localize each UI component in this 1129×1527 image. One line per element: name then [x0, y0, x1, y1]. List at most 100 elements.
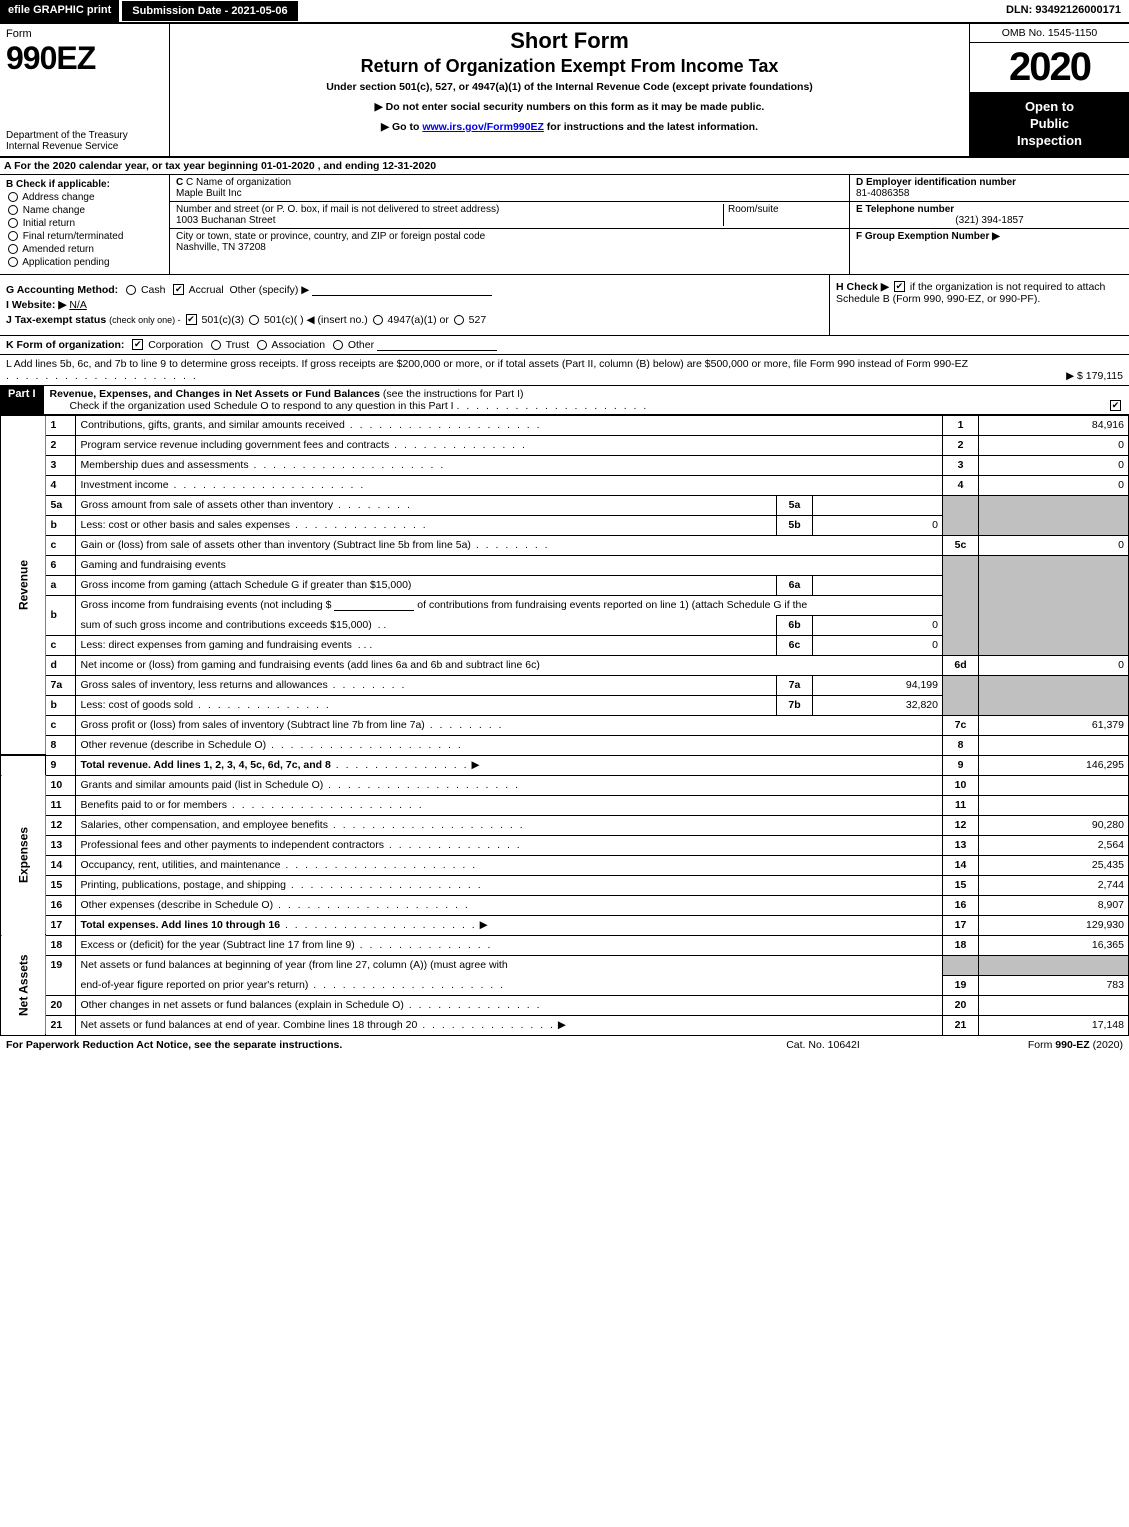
form-subtitle: Return of Organization Exempt From Incom…: [178, 56, 961, 77]
efile-print-button[interactable]: efile GRAPHIC print: [0, 0, 119, 22]
r1-desc: Contributions, gifts, grants, and simila…: [76, 415, 943, 435]
r18-val: 16,365: [979, 935, 1129, 955]
cb-schedule-o[interactable]: ✔: [1110, 400, 1121, 411]
cb-501c3[interactable]: ✔: [186, 314, 197, 325]
other-specify-input[interactable]: [312, 284, 492, 296]
row-10: Expenses 10 Grants and similar amounts p…: [1, 775, 1129, 795]
city-state-zip: Nashville, TN 37208: [176, 242, 485, 253]
l-amount: ▶ $ 179,115: [1066, 370, 1123, 382]
r6d-num: d: [46, 655, 76, 675]
section-def: D Employer identification number 81-4086…: [849, 175, 1129, 274]
contrib-amount-input[interactable]: [334, 599, 414, 611]
row-13: 13 Professional fees and other payments …: [1, 835, 1129, 855]
line-l: L Add lines 5b, 6c, and 7b to line 9 to …: [0, 355, 1129, 386]
cb-application-pending[interactable]: Application pending: [6, 257, 163, 268]
r5c-val: 0: [979, 535, 1129, 555]
cb-final-return[interactable]: Final return/terminated: [6, 231, 163, 242]
r7b-in: 7b: [777, 695, 813, 715]
r6b-in: 6b: [777, 615, 813, 635]
group-exemption-row: F Group Exemption Number ▶: [850, 229, 1129, 244]
cat-no: Cat. No. 10642I: [723, 1039, 923, 1051]
r19-num: 19: [46, 955, 76, 975]
topbar: efile GRAPHIC print Submission Date - 20…: [0, 0, 1129, 24]
k-other: Other: [348, 339, 374, 351]
r15-num: 15: [46, 875, 76, 895]
r12-cn: 12: [943, 815, 979, 835]
r8-val: [979, 735, 1129, 755]
section-b-label: B Check if applicable:: [6, 179, 163, 190]
row-17: 17 Total expenses. Add lines 10 through …: [1, 915, 1129, 935]
cb-initial-return[interactable]: Initial return: [6, 218, 163, 229]
opt-name-change: Name change: [23, 205, 85, 216]
cb-cash[interactable]: [126, 285, 136, 295]
r6a-iv: [813, 575, 943, 595]
r5c-desc: Gain or (loss) from sale of assets other…: [76, 535, 943, 555]
grey-5v: [979, 495, 1129, 535]
r6d-val: 0: [979, 655, 1129, 675]
dept-line1: Department of the Treasury: [6, 130, 163, 141]
r19-desc1: Net assets or fund balances at beginning…: [76, 955, 943, 975]
open-line1: Open to: [974, 99, 1125, 116]
instructions-link-line: ▶ Go to www.irs.gov/Form990EZ for instru…: [178, 121, 961, 133]
row-15: 15 Printing, publications, postage, and …: [1, 875, 1129, 895]
cb-assoc[interactable]: [257, 340, 267, 350]
r19-num2: [46, 975, 76, 995]
k-assoc: Association: [271, 339, 325, 351]
r7c-num: c: [46, 715, 76, 735]
form-title: Short Form: [178, 28, 961, 54]
r13-cn: 13: [943, 835, 979, 855]
r6a-desc: Gross income from gaming (attach Schedul…: [76, 575, 777, 595]
r18-num: 18: [46, 935, 76, 955]
entity-info-block: B Check if applicable: Address change Na…: [0, 175, 1129, 275]
r7a-iv: 94,199: [813, 675, 943, 695]
l-dots: [6, 370, 198, 382]
cb-527[interactable]: [454, 315, 464, 325]
addr-label: Number and street (or P. O. box, if mail…: [176, 204, 723, 215]
part1-title: Revenue, Expenses, and Changes in Net As…: [44, 386, 1129, 414]
r6b-iv: 0: [813, 615, 943, 635]
e-label: E Telephone number: [856, 204, 1123, 215]
r19-cn: 19: [943, 975, 979, 995]
cb-name-change[interactable]: Name change: [6, 205, 163, 216]
form-ref: Form 990-EZ (2020): [923, 1039, 1123, 1051]
org-name-row: C C Name of organization Maple Built Inc: [170, 175, 849, 202]
g-other: Other (specify) ▶: [230, 284, 310, 296]
r5a-desc: Gross amount from sale of assets other t…: [76, 495, 777, 515]
r3-val: 0: [979, 455, 1129, 475]
address-row: Number and street (or P. O. box, if mail…: [170, 202, 849, 229]
g-accrual: Accrual: [189, 284, 224, 296]
cb-amended-return[interactable]: Amended return: [6, 244, 163, 255]
r1-num: 1: [46, 415, 76, 435]
line-k: K Form of organization: ✔ Corporation Tr…: [0, 336, 1129, 355]
cb-corp[interactable]: ✔: [132, 339, 143, 350]
row-14: 14 Occupancy, rent, utilities, and maint…: [1, 855, 1129, 875]
r5a-num: 5a: [46, 495, 76, 515]
ein-row: D Employer identification number 81-4086…: [850, 175, 1129, 202]
cb-other-org[interactable]: [333, 340, 343, 350]
r5a-iv: [813, 495, 943, 515]
line-a-tax-year: A For the 2020 calendar year, or tax yea…: [0, 158, 1129, 175]
cb-accrual[interactable]: ✔: [173, 284, 184, 295]
cb-4947[interactable]: [373, 315, 383, 325]
part1-table: Revenue 1 Contributions, gifts, grants, …: [0, 415, 1129, 1036]
part1-dots: [457, 400, 649, 412]
dln: DLN: 93492126000171: [998, 0, 1129, 22]
c-label: C C Name of organization: [176, 177, 291, 188]
cb-501c[interactable]: [249, 315, 259, 325]
omb-number: OMB No. 1545-1150: [970, 24, 1129, 43]
d-label: D Employer identification number: [856, 177, 1123, 188]
r14-desc: Occupancy, rent, utilities, and maintena…: [76, 855, 943, 875]
j-sub: (check only one) -: [109, 315, 181, 325]
irs-link[interactable]: www.irs.gov/Form990EZ: [422, 121, 544, 133]
cb-schedule-b[interactable]: ✔: [894, 281, 905, 292]
cb-address-change[interactable]: Address change: [6, 192, 163, 203]
r19-desc2: end-of-year figure reported on prior yea…: [76, 975, 943, 995]
r11-val: [979, 795, 1129, 815]
r1-cn: 1: [943, 415, 979, 435]
other-org-input[interactable]: [377, 339, 497, 351]
r5c-cn: 5c: [943, 535, 979, 555]
r14-cn: 14: [943, 855, 979, 875]
section-b: B Check if applicable: Address change Na…: [0, 175, 170, 274]
grey-19v: [979, 955, 1129, 975]
cb-trust[interactable]: [211, 340, 221, 350]
